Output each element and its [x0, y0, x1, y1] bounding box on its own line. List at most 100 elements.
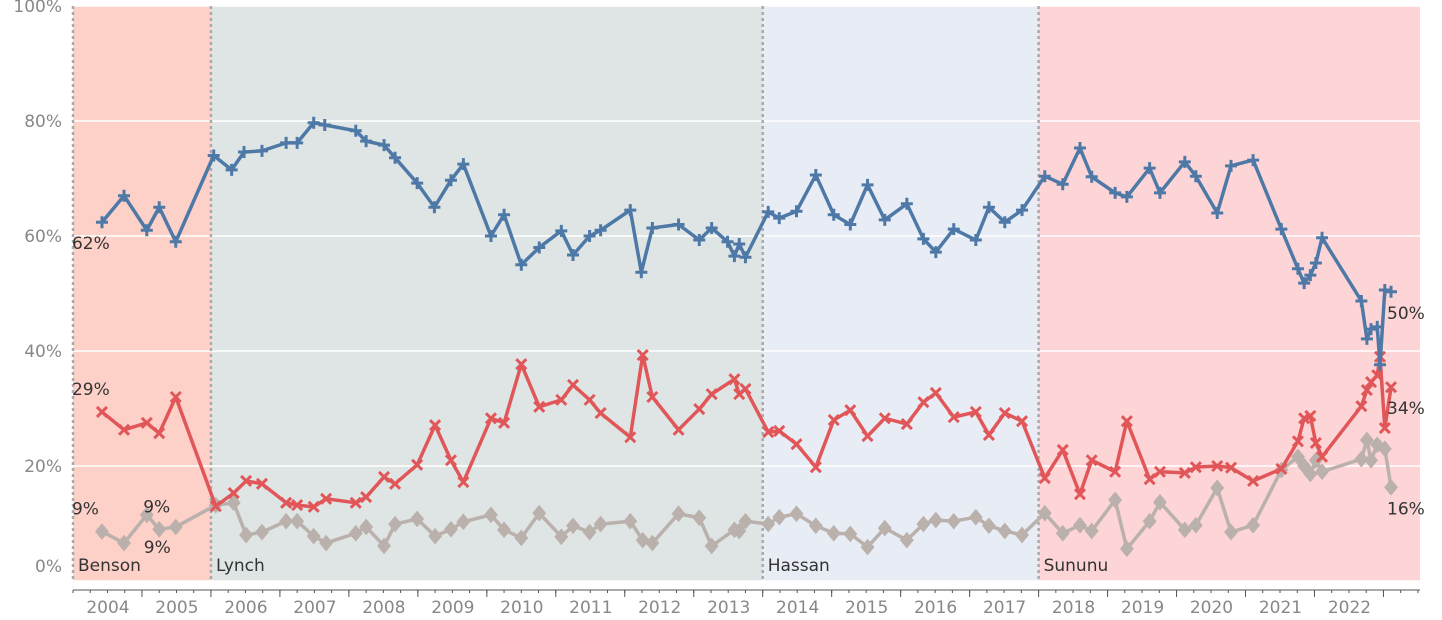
point — [593, 515, 608, 533]
point — [1247, 474, 1260, 488]
data-label: 29% — [72, 380, 110, 400]
point — [411, 458, 424, 471]
x-tick-label: 2007 — [293, 598, 336, 618]
point — [226, 494, 241, 512]
x-tick-label: 2014 — [776, 598, 819, 618]
point — [982, 201, 995, 214]
point — [515, 258, 528, 271]
point — [307, 500, 320, 513]
point — [809, 169, 822, 182]
point — [225, 163, 238, 176]
point — [532, 504, 547, 522]
point — [646, 221, 659, 234]
point — [291, 499, 304, 512]
point — [968, 508, 983, 526]
point — [255, 477, 269, 490]
point — [1056, 178, 1069, 191]
point — [1384, 381, 1398, 394]
point — [583, 393, 596, 406]
point — [320, 492, 333, 505]
point — [1224, 523, 1238, 541]
point — [844, 218, 857, 231]
point — [899, 531, 914, 549]
point — [290, 512, 305, 530]
period-label: Benson — [78, 556, 141, 576]
point — [411, 177, 424, 190]
y-tick-label: 40% — [24, 342, 62, 362]
point — [1304, 409, 1317, 423]
point — [809, 461, 822, 474]
data-label: 62% — [72, 234, 110, 254]
point — [533, 400, 546, 413]
point — [1315, 450, 1329, 463]
point — [1143, 162, 1156, 175]
point — [762, 205, 775, 218]
point — [238, 146, 251, 159]
point — [498, 416, 511, 429]
point — [349, 124, 362, 137]
point — [349, 496, 362, 509]
point — [1360, 332, 1373, 345]
point — [1291, 262, 1304, 275]
point — [693, 403, 706, 416]
point — [1359, 431, 1374, 449]
point — [947, 223, 960, 236]
point — [153, 201, 166, 214]
period-band — [73, 6, 211, 581]
x-tick-label: 2020 — [1190, 598, 1233, 618]
point — [209, 500, 222, 513]
point — [1120, 415, 1133, 428]
point — [998, 407, 1011, 420]
point — [981, 517, 996, 535]
point — [998, 216, 1011, 229]
point — [484, 230, 497, 242]
point — [594, 224, 607, 237]
point — [645, 534, 660, 552]
point — [772, 508, 787, 526]
point — [239, 526, 254, 544]
point — [1290, 448, 1305, 466]
point — [168, 518, 183, 536]
point — [240, 474, 253, 488]
point — [739, 251, 752, 264]
point — [624, 204, 637, 217]
point — [140, 416, 153, 429]
point — [484, 412, 498, 425]
point — [255, 144, 268, 157]
point — [1224, 461, 1238, 474]
point — [826, 524, 841, 542]
data-label: 16% — [1387, 499, 1425, 519]
point — [1315, 463, 1330, 481]
point — [1247, 154, 1260, 167]
point — [969, 234, 982, 247]
x-tick-label: 2009 — [431, 598, 474, 618]
point — [139, 506, 154, 524]
point — [1085, 454, 1098, 467]
point — [1211, 459, 1224, 473]
point — [280, 496, 293, 509]
point — [860, 538, 875, 556]
point — [153, 427, 166, 440]
point — [705, 388, 718, 401]
point — [118, 189, 131, 202]
y-tick-label: 0% — [35, 557, 62, 577]
point — [497, 521, 512, 539]
point — [1370, 436, 1385, 454]
point — [498, 208, 511, 221]
y-tick-label: 80% — [24, 112, 62, 132]
period-label: Lynch — [216, 556, 265, 576]
point — [878, 412, 891, 425]
point — [255, 523, 269, 541]
point — [1365, 323, 1378, 336]
period-label: Sununu — [1044, 556, 1109, 576]
point — [1178, 155, 1191, 168]
point — [721, 235, 734, 248]
point — [1291, 435, 1304, 448]
point — [1377, 440, 1392, 458]
point — [693, 234, 706, 247]
point — [95, 405, 109, 419]
point — [1177, 521, 1192, 539]
point — [916, 515, 931, 533]
point — [95, 216, 108, 229]
